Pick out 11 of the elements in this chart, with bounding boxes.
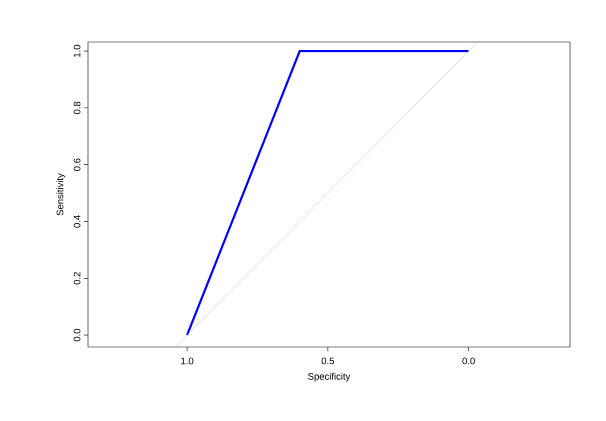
x-axis-title: Specificity (308, 372, 350, 382)
x-tick-label: 0.0 (462, 358, 475, 364)
y-tick-label: 1.0 (74, 44, 80, 57)
y-tick-label: 0.0 (74, 328, 80, 342)
y-tick-label: 0.2 (74, 272, 80, 284)
y-axis-title: Sensitivity (56, 173, 66, 216)
y-tick-label: 0.6 (74, 158, 80, 171)
x-tick-label: 1.0 (181, 358, 194, 364)
x-tick-label: 0.5 (322, 358, 334, 364)
y-tick-label: 0.8 (74, 102, 80, 114)
y-tick-label: 0.4 (74, 215, 80, 228)
